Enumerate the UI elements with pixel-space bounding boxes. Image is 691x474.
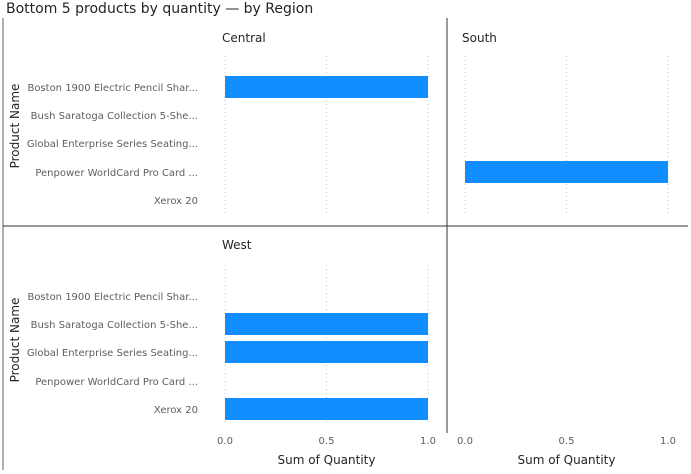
category-label: Boston 1900 Electric Pencil Shar...: [27, 83, 198, 94]
category-label: Penpower WorldCard Pro Card ...: [35, 377, 198, 388]
x-axis-label: Sum of Quantity: [278, 453, 376, 467]
bar: [225, 341, 428, 363]
y-axis-label: Product Name: [8, 298, 22, 383]
category-label: Global Enterprise Series Seating...: [27, 139, 198, 150]
bar: [225, 313, 428, 335]
category-label: Bush Saratoga Collection 5-She...: [31, 111, 198, 122]
category-label: Boston 1900 Electric Pencil Shar...: [27, 292, 198, 303]
x-axis-label: Sum of Quantity: [518, 453, 616, 467]
y-axis-label: Product Name: [8, 84, 22, 169]
category-label: Global Enterprise Series Seating...: [27, 348, 198, 359]
bar: [465, 161, 668, 183]
bar: [225, 398, 428, 420]
x-tick-label: 0.5: [559, 436, 575, 447]
x-tick-label: 0.0: [457, 436, 473, 447]
category-label: Penpower WorldCard Pro Card ...: [35, 168, 198, 179]
chart-title: Bottom 5 products by quantity — by Regio…: [6, 1, 313, 17]
category-label: Bush Saratoga Collection 5-She...: [31, 320, 198, 331]
category-label: Xerox 20: [154, 405, 198, 416]
x-tick-label: 1.0: [660, 436, 676, 447]
category-label: Xerox 20: [154, 196, 198, 207]
bar: [225, 76, 428, 98]
x-tick-label: 0.5: [319, 436, 335, 447]
panel-title: Central: [222, 31, 266, 45]
panel-title: West: [222, 238, 252, 252]
x-tick-label: 1.0: [420, 436, 436, 447]
x-tick-label: 0.0: [217, 436, 233, 447]
panel-title: South: [462, 31, 497, 45]
